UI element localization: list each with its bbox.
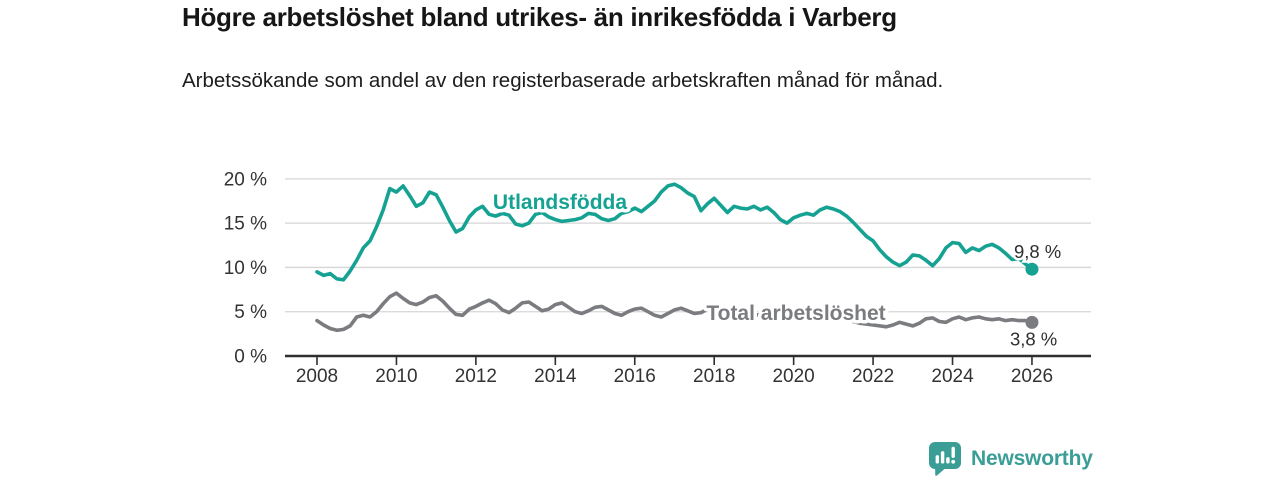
svg-text:2024: 2024 (931, 366, 974, 387)
svg-text:2012: 2012 (455, 366, 497, 387)
end-value-labels: 9,8 % 3,8 % (1007, 239, 1063, 352)
svg-text:20 %: 20 % (224, 169, 267, 190)
line-series-utlandsfodda (315, 182, 1039, 282)
svg-text:15 %: 15 % (224, 214, 267, 235)
svg-text:0 %: 0 % (234, 347, 267, 368)
newsworthy-logo: Newsworthy (928, 441, 1093, 477)
line-series-total-arbetsloshet (315, 291, 1039, 333)
bar-chart-speech-bubble-icon (928, 441, 962, 477)
svg-text:9,8 %: 9,8 % (1014, 241, 1061, 262)
gridlines (285, 178, 1091, 313)
chart-title: Högre arbetslöshet bland utrikes- än inr… (182, 2, 897, 32)
svg-text:2016: 2016 (614, 366, 656, 387)
svg-text:2022: 2022 (852, 366, 894, 387)
x-axis: 2008 2010 2012 2014 2016 2018 2020 2022 2024 2026 (285, 354, 1091, 387)
svg-text:2018: 2018 (693, 366, 735, 387)
brand-wordmark: Newsworthy (971, 447, 1093, 470)
svg-text:2008: 2008 (296, 366, 338, 387)
svg-text:5 %: 5 % (234, 302, 267, 323)
svg-text:Total arbetslöshet: Total arbetslöshet (706, 302, 885, 325)
svg-text:2010: 2010 (375, 366, 417, 387)
svg-text:2014: 2014 (534, 366, 577, 387)
svg-text:2026: 2026 (1011, 366, 1053, 387)
svg-text:10 %: 10 % (224, 258, 267, 279)
svg-text:2020: 2020 (772, 366, 814, 387)
chart-subtitle: Arbetssökande som andel av den registerb… (182, 69, 944, 92)
y-axis: 0 % 5 % 10 % 15 % 20 % (224, 169, 267, 367)
series-inline-labels: Utlandsfödda Total arbetslöshet (489, 188, 889, 329)
svg-text:3,8 %: 3,8 % (1010, 328, 1057, 349)
svg-text:Utlandsfödda: Utlandsfödda (493, 191, 627, 214)
